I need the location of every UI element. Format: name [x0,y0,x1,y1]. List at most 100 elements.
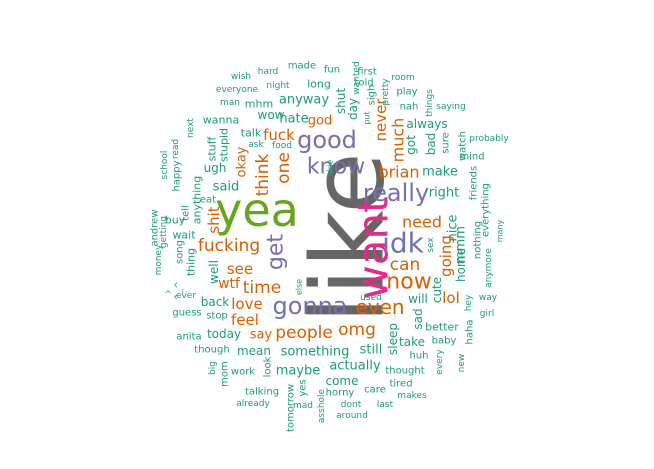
cloud-word: shut [334,88,348,114]
cloud-word: next [186,118,196,138]
cloud-word: mmm [454,226,469,264]
cloud-word: sure [441,132,452,154]
cloud-word: wait [172,229,196,242]
cloud-word: really [363,179,429,207]
cloud-word: tomorrow [286,384,297,432]
cloud-word: care [364,385,386,396]
cloud-word: know [307,155,365,180]
cloud-word: many [496,219,505,242]
cloud-word: ^_^ [174,281,184,301]
cloud-word: around [336,411,368,421]
cloud-word: talk [241,127,262,140]
cloud-word: used [360,293,382,303]
cloud-word: read [171,139,181,159]
cloud-word: back [201,295,230,309]
cloud-word: mom [220,361,231,387]
cloud-word: wanna [203,114,239,127]
cloud-word: money [154,244,164,276]
cloud-word: thought [385,366,424,377]
cloud-word: nice [446,215,461,242]
cloud-word: never [372,98,390,142]
cloud-word: much [389,118,408,163]
cloud-word: work [231,367,255,378]
cloud-word: every [435,349,445,375]
cloud-word: girl [480,309,494,319]
cloud-word: love [231,295,262,313]
cloud-word: mind [459,152,484,163]
cloud-word: okay [235,146,250,177]
cloud-word: actually [329,359,381,374]
cloud-word: stupid [218,128,231,162]
cloud-word: everyone [216,85,259,95]
cloud-word: even [355,295,404,319]
cloud-word: already [236,399,270,409]
cloud-word: omg [338,320,376,340]
cloud-word: though [194,345,229,356]
cloud-word: wish [231,72,251,82]
cloud-word: hate [279,112,308,127]
cloud-word: mhm [245,98,273,111]
cloud-word: think [253,153,273,196]
cloud-word: everything [481,183,492,237]
cloud-word: nothing [473,221,484,259]
cloud-word: song [175,240,186,264]
cloud-word: day [346,98,360,120]
cloud-word: happy [172,160,183,191]
cloud-word: get [264,234,289,271]
cloud-word: sad [411,308,425,329]
cloud-word: shit [205,206,223,233]
cloud-word: look [263,356,274,377]
cloud-word: man [220,98,240,108]
cloud-word: nah [400,102,419,113]
cloud-word: tell [181,205,192,221]
cloud-word: ugh [204,161,227,175]
cloud-word: lol [442,289,460,307]
cloud-word: fuck [263,126,295,144]
cloud-word: need [402,213,442,232]
cloud-word: mad [293,401,313,411]
cloud-word: told [354,78,373,89]
cloud-word: buy [165,214,186,227]
cloud-word: makes [397,391,427,401]
cloud-word: right [429,186,460,201]
cloud-word: people [275,323,333,343]
cloud-word: probably [469,134,509,144]
cloud-word: asshole [317,388,327,423]
cloud-word: feel [231,311,259,329]
cloud-word: sex [426,237,436,253]
cloud-word: fun [324,65,340,76]
cloud-word: ^ [164,290,172,300]
cloud-word: now [386,270,431,295]
cloud-word: last [377,400,394,410]
cloud-word: eat [200,195,216,206]
cloud-word: anymore [484,248,494,288]
cloud-word: play [396,87,417,98]
cloud-word: guess [172,308,201,319]
cloud-word: horny [326,388,355,399]
cloud-word: okie [326,160,335,177]
cloud-word: wow [258,108,285,122]
cloud-word: can [390,255,421,275]
cloud-word: friends [469,166,480,200]
cloud-word: one [274,152,294,184]
cloud-word: ever [176,291,196,301]
cloud-word: things [425,89,435,117]
cloud-word: said [213,180,240,195]
cloud-word: going [437,235,455,277]
cloud-word: will [408,292,428,306]
cloud-word: thing [185,248,198,276]
cloud-word: want [349,196,398,299]
cloud-word: today [207,327,241,341]
cloud-word: anything [191,176,204,225]
cloud-word: food [272,141,292,151]
cloud-word: gonna [272,292,347,320]
cloud-word: put [363,111,372,124]
cloud-word: bad [424,133,438,156]
cloud-word: long [307,78,331,91]
cloud-word: cute [430,277,444,303]
cloud-word: well [207,260,221,284]
cloud-word: god [308,114,332,129]
cloud-word: say [250,328,273,343]
cloud-word: sleep [386,323,400,355]
